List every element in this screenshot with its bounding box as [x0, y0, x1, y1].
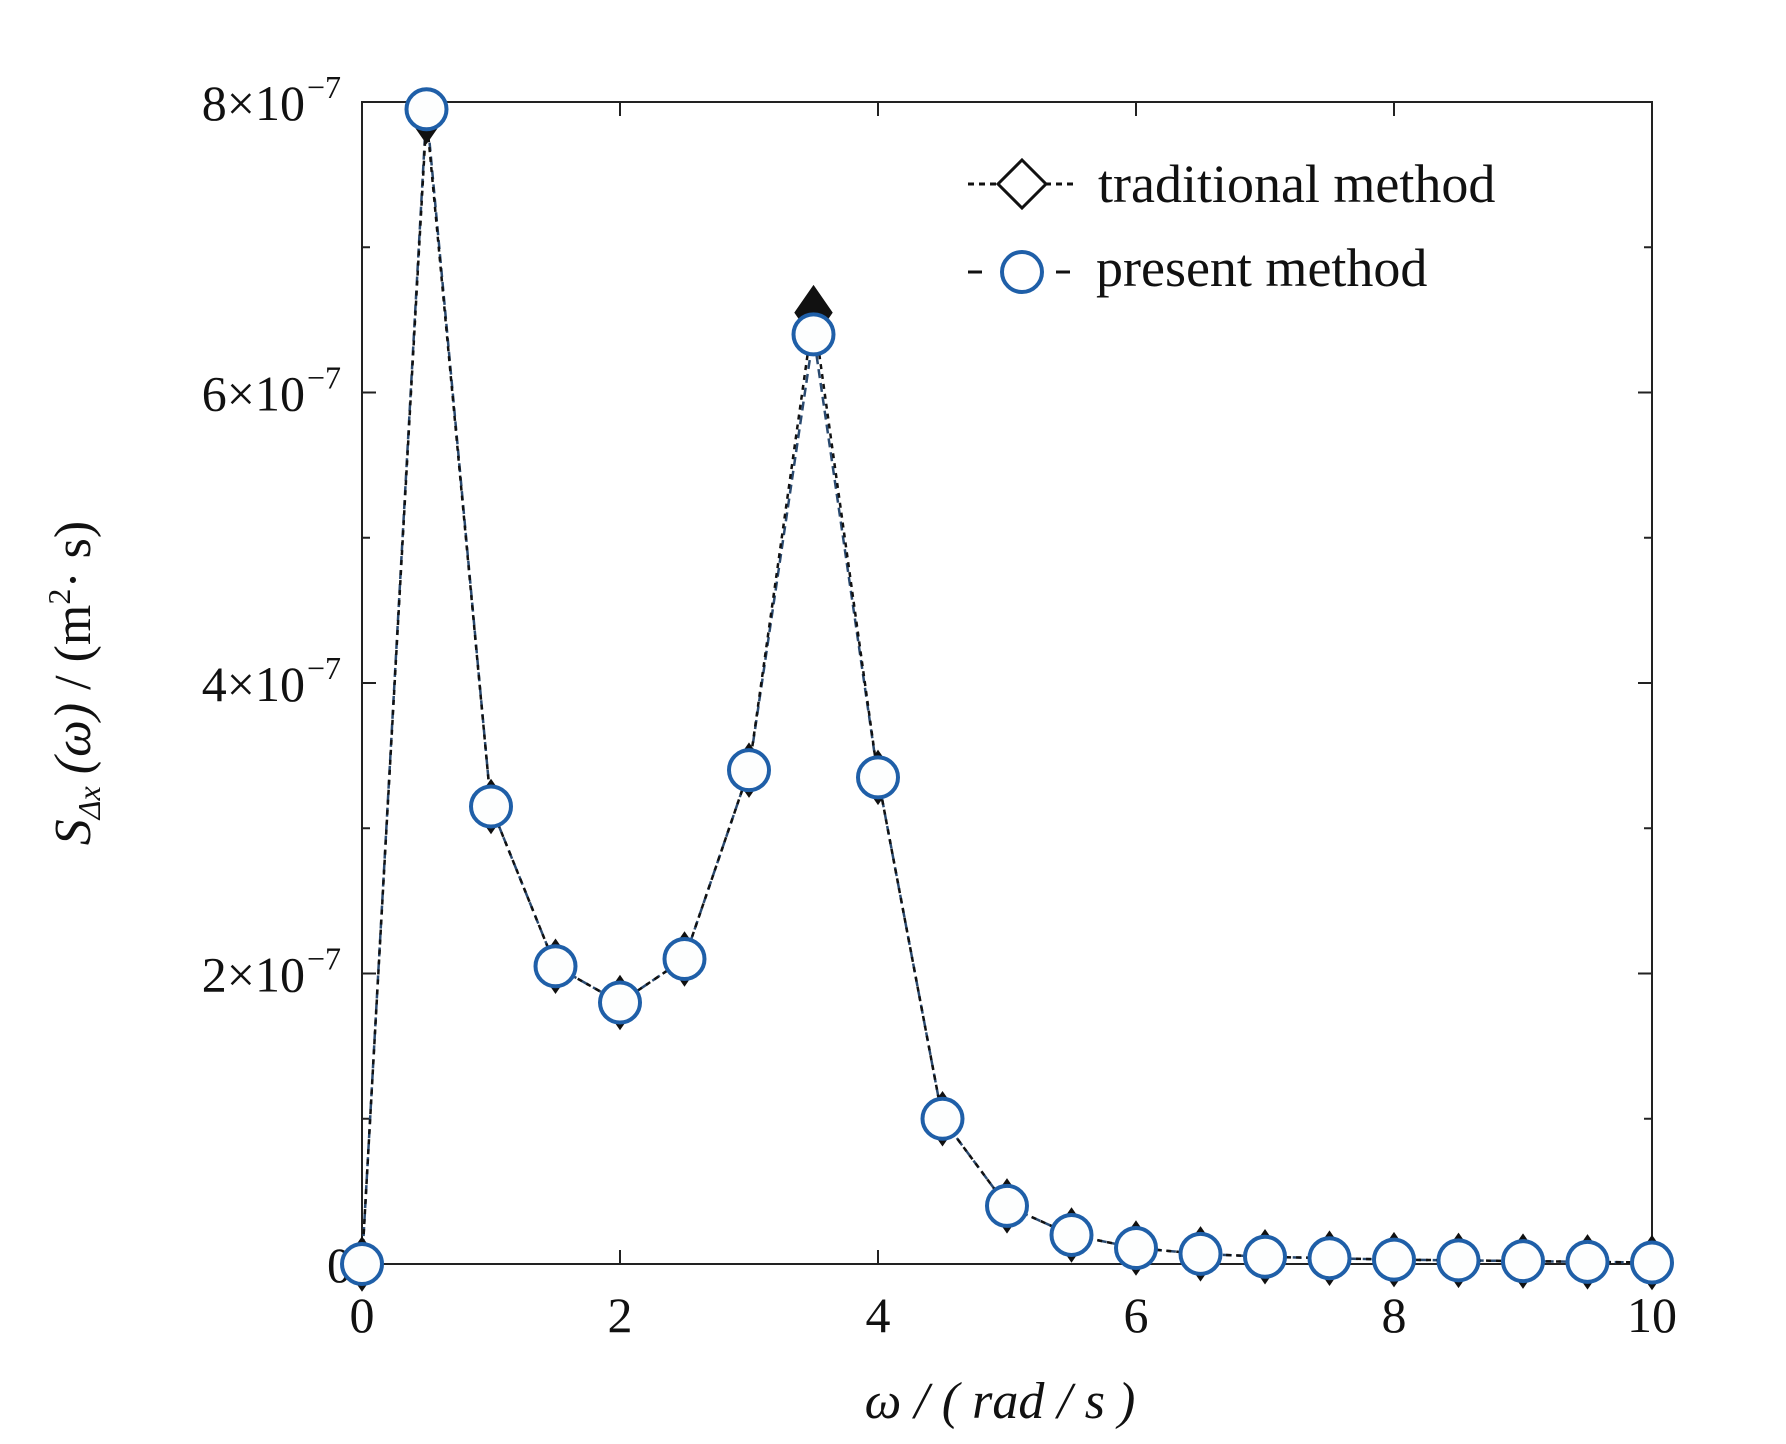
y-tick-exponent: −7: [307, 650, 341, 686]
legend-label-present: present method: [1096, 238, 1427, 298]
x-tick-label: 6: [1124, 1287, 1149, 1343]
legend-marker-circle: [1000, 250, 1044, 294]
point-present: [856, 755, 900, 800]
y-axis-symbol: S: [45, 819, 102, 845]
y-tick-exponent: −7: [307, 941, 341, 977]
y-axis-unit-tail: · s): [45, 521, 102, 589]
point-present: [533, 944, 578, 989]
x-tick-label: 2: [608, 1287, 633, 1343]
point-present: [1501, 1239, 1545, 1284]
x-tick-label: 8: [1382, 1287, 1407, 1343]
y-tick-label: 8×10: [202, 75, 305, 131]
legend: traditional method present method: [968, 154, 1495, 298]
y-tick-exponent: −7: [307, 360, 341, 396]
point-present: [727, 748, 771, 793]
point-present: [1630, 1240, 1674, 1285]
y-tick-exponent: −7: [307, 69, 341, 105]
point-present: [662, 936, 707, 981]
series-line-traditional: [360, 116, 1653, 1265]
point-present: [985, 1183, 1029, 1228]
point-present: [791, 312, 836, 357]
point-present: [1307, 1236, 1352, 1281]
point-present: [1565, 1239, 1610, 1284]
legend-marker-diamond: [995, 157, 1049, 211]
point-present: [1372, 1237, 1416, 1282]
point-present: [340, 1242, 384, 1286]
point-present: [1114, 1226, 1158, 1271]
x-tick-label: 0: [350, 1287, 375, 1343]
y-tick-label: 4×10: [202, 656, 305, 712]
point-present: [1178, 1231, 1223, 1276]
point-present: [469, 784, 513, 829]
point-present: [1049, 1212, 1094, 1257]
y-tick-label: 6×10: [202, 366, 305, 422]
y-tick-label: 2×10: [202, 947, 305, 1003]
point-present: [1243, 1234, 1287, 1279]
point-present: [598, 980, 642, 1025]
point-present: [920, 1096, 965, 1141]
y-axis-argument: (ω): [45, 703, 102, 774]
y-axis-title: SΔx (ω) / (m2· s): [41, 521, 107, 845]
x-tick-label: 4: [866, 1287, 891, 1343]
x-axis-title: ω / ( rad / s ): [865, 1373, 1136, 1430]
point-present: [1436, 1238, 1481, 1283]
x-tick-label: 10: [1627, 1287, 1677, 1343]
series-markers: [340, 87, 1674, 1292]
y-axis-unit: / (m: [45, 605, 102, 703]
legend-label-traditional: traditional method: [1098, 154, 1495, 214]
y-axis-subscript: Δx: [71, 786, 107, 821]
y-axis-unit-exp: 2: [41, 589, 77, 605]
point-present: [404, 87, 449, 132]
